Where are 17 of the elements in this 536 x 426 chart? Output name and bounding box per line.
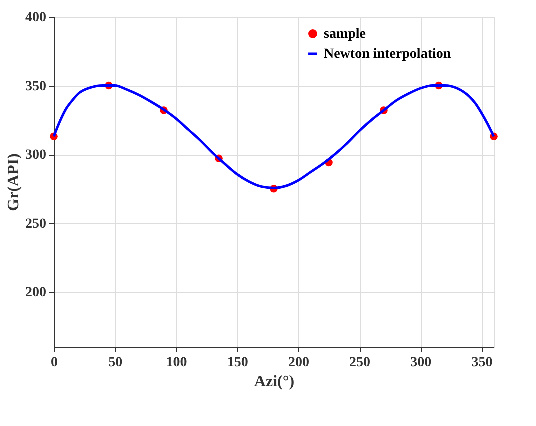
x-tick-label: 50 <box>108 356 123 370</box>
y-tick-label: 300 <box>26 148 46 163</box>
y-axis-title: Gr(API) <box>6 154 22 212</box>
y-tick-label: 400 <box>26 10 46 26</box>
x-tick-label: 250 <box>350 356 371 370</box>
x-tick-label: 150 <box>227 356 248 370</box>
legend-label: sample <box>324 27 366 42</box>
y-tick-label: 200 <box>26 286 46 300</box>
x-tick-label: 200 <box>288 356 310 370</box>
x-axis-title: Azi(°) <box>254 374 295 390</box>
x-tick-label: 0 <box>51 356 58 370</box>
y-tick-label: 250 <box>26 216 46 232</box>
x-tick-label: 350 <box>472 356 493 370</box>
legend-label: Newton interpolation <box>324 47 452 62</box>
x-tick-label: 300 <box>410 356 432 370</box>
x-tick-label: 100 <box>166 356 188 370</box>
y-tick-label: 350 <box>26 79 46 94</box>
